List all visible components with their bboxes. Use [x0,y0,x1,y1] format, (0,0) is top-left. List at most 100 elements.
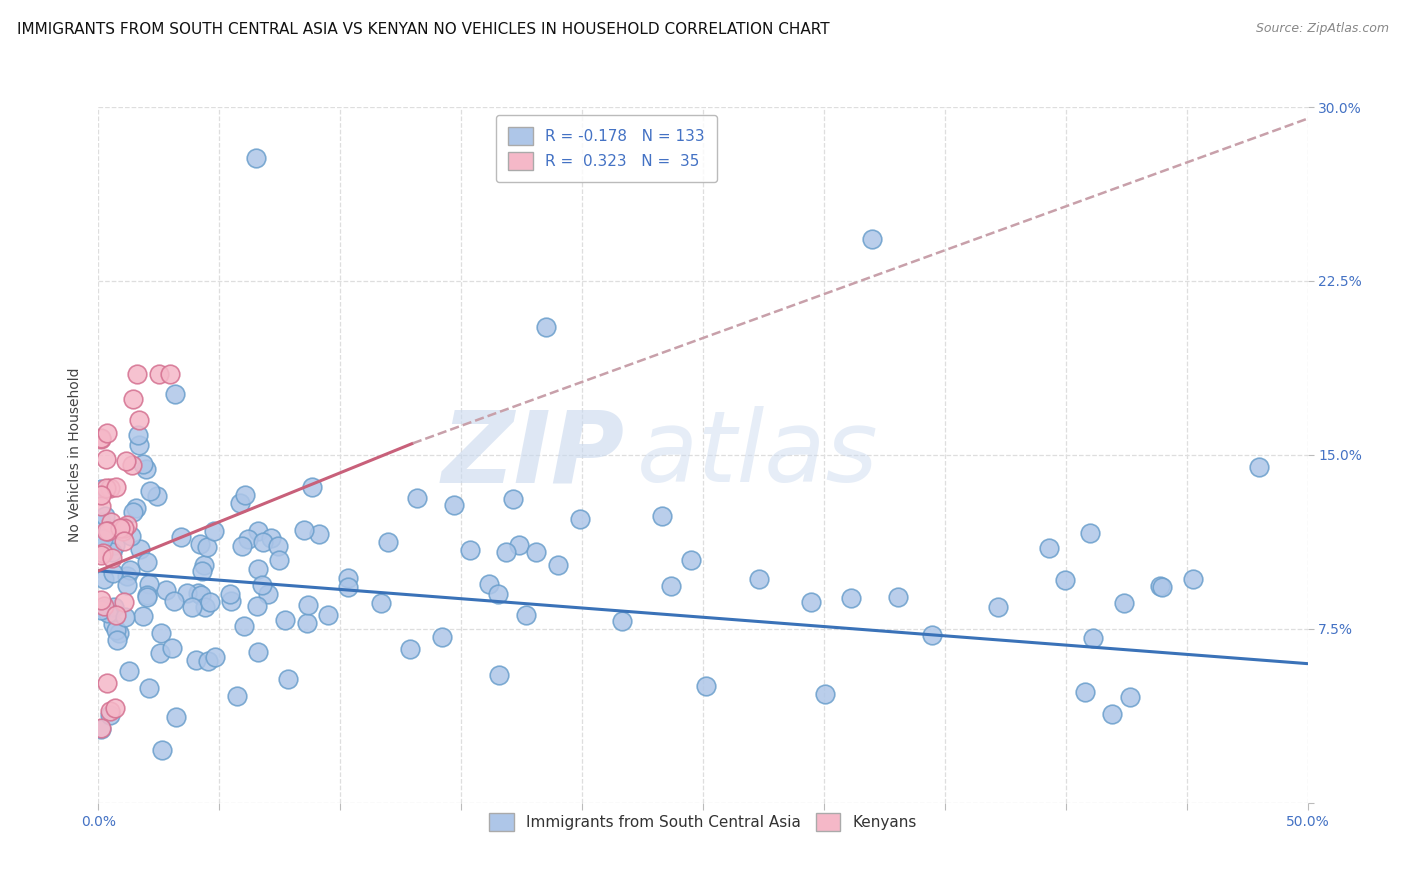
Point [610,614,633,628]
Point [547,558,569,573]
Point [163,594,186,608]
Point [181,599,204,614]
Point [163,387,186,401]
Point [117,518,139,533]
Point [98,704,121,718]
Point [170,530,193,544]
Point [292,523,315,537]
Point [104,538,127,552]
Point [1112,596,1135,610]
Point [146,489,169,503]
Point [1081,632,1104,646]
Point [101,617,124,632]
Point [247,562,270,576]
Point [233,488,256,502]
Text: Source: ZipAtlas.com: Source: ZipAtlas.com [1256,22,1389,36]
Point [252,534,274,549]
Point [112,524,135,539]
Point [127,367,149,381]
Point [515,607,537,622]
Point [136,555,159,569]
Point [94,481,117,495]
Point [165,709,187,723]
Point [194,600,217,615]
Point [128,413,150,427]
Point [114,610,136,624]
Point [118,664,141,678]
Point [112,533,135,548]
Point [233,618,256,632]
Point [101,545,124,559]
Point [98,708,121,723]
Point [120,529,142,543]
Point [295,615,318,630]
Point [127,428,149,442]
Point [90,548,112,562]
Point [246,645,269,659]
Point [301,480,323,494]
Point [187,586,209,600]
Point [267,553,290,567]
Point [101,550,124,565]
Point [502,491,524,506]
Point [337,581,360,595]
Point [190,588,212,602]
Point [195,541,218,555]
Point [197,654,219,668]
Point [184,653,207,667]
Point [104,701,127,715]
Point [229,496,252,510]
Point [108,625,131,640]
Text: atlas: atlas [637,407,879,503]
Point [508,538,530,552]
Point [478,577,501,591]
Point [135,461,157,475]
Point [93,599,115,613]
Point [297,599,319,613]
Point [524,545,547,559]
Text: ZIP: ZIP [441,407,624,503]
Point [267,539,290,553]
Point [105,480,128,494]
Point [90,592,112,607]
Point [152,743,174,757]
Point [651,508,673,523]
Point [93,601,115,615]
Point [370,596,392,610]
Point [90,483,112,497]
Point [188,537,211,551]
Point [236,532,259,546]
Point [458,542,481,557]
Point [247,524,270,538]
Point [219,594,242,608]
Point [193,558,215,572]
Point [1149,579,1171,593]
Point [337,571,360,585]
Point [97,524,120,539]
Point [93,572,115,586]
Point [1074,684,1097,698]
Point [430,630,453,644]
Point [886,590,908,604]
Point [800,594,823,608]
Point [138,576,160,591]
Point [150,626,173,640]
Point [155,582,177,597]
Point [202,524,225,538]
Point [534,320,557,334]
Point [1101,707,1123,722]
Point [138,483,160,498]
Point [138,681,160,695]
Point [136,588,159,602]
Point [100,515,122,529]
Point [108,521,131,535]
Text: IMMIGRANTS FROM SOUTH CENTRAL ASIA VS KENYAN NO VEHICLES IN HOUSEHOLD CORRELATIO: IMMIGRANTS FROM SOUTH CENTRAL ASIA VS KE… [17,22,830,37]
Point [93,508,115,523]
Point [103,599,125,614]
Point [987,599,1010,614]
Point [132,609,155,624]
Point [120,563,142,577]
Point [121,458,143,473]
Point [250,578,273,592]
Point [486,587,509,601]
